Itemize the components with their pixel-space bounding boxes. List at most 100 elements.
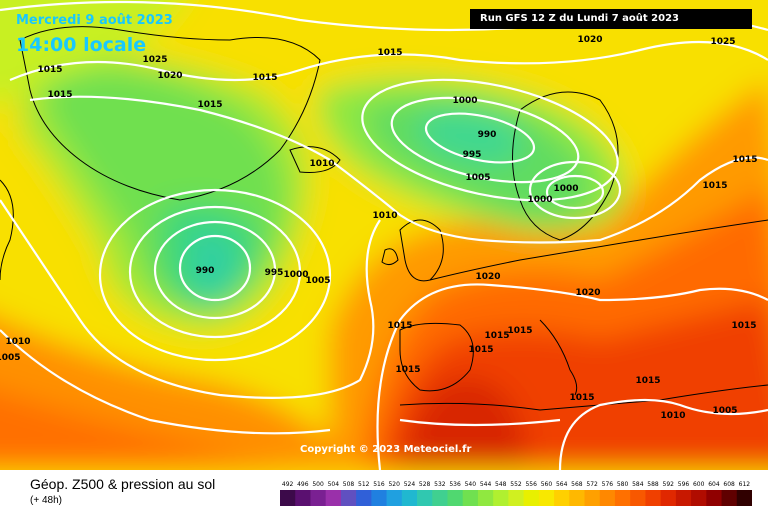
scale-swatch bbox=[432, 490, 448, 506]
scale-tick-label: 500 bbox=[312, 481, 324, 488]
isobar-label: 1015 bbox=[387, 321, 412, 331]
legend-title: Géop. Z500 & pression au sol bbox=[30, 476, 216, 492]
isobar-label: 1005 bbox=[465, 173, 490, 183]
isobar-label: 1015 bbox=[47, 90, 72, 100]
isobar-label: 1015 bbox=[197, 100, 222, 110]
isobar-label: 1020 bbox=[157, 71, 182, 81]
isobar-label: 1015 bbox=[252, 73, 277, 83]
scale-tick-label: 548 bbox=[495, 481, 507, 488]
isobar-label: 1020 bbox=[575, 288, 600, 298]
isobar-label: 1000 bbox=[452, 96, 477, 106]
isobar-label: 995 bbox=[463, 150, 482, 160]
isobar-labels: 1015 1015 1025 1020 1015 1015 1015 1020 1025 1000… bbox=[0, 35, 758, 421]
color-scale: 492 496 500 504 508 512 516 520 524 528 532 536 540 5… bbox=[280, 481, 752, 506]
legend-subtitle: (+ 48h) bbox=[30, 495, 62, 506]
scale-swatch bbox=[462, 490, 479, 506]
scale-swatch bbox=[477, 490, 494, 506]
isobar-label: 1010 bbox=[5, 337, 30, 347]
scale-swatch bbox=[523, 490, 540, 506]
scale-tick-label: 608 bbox=[723, 481, 735, 488]
scale-tick-label: 580 bbox=[617, 481, 629, 488]
scale-swatch bbox=[675, 490, 692, 506]
scale-tick-label: 492 bbox=[282, 481, 294, 488]
isobar-label: 1000 bbox=[553, 184, 578, 194]
scale-tick-label: 540 bbox=[465, 481, 477, 488]
isobar-label: 1010 bbox=[372, 211, 397, 221]
scale-swatch bbox=[706, 490, 723, 506]
scale-swatch bbox=[340, 490, 357, 506]
scale-swatch bbox=[295, 490, 311, 506]
weather-map: 1015 1015 1025 1020 1015 1015 1015 1020 1025 1000… bbox=[0, 0, 768, 470]
isobar-label: 1020 bbox=[475, 272, 500, 282]
isobar-label: 1025 bbox=[710, 37, 735, 47]
scale-tick-label: 552 bbox=[510, 481, 522, 488]
scale-swatch bbox=[660, 490, 677, 506]
geopotential-field bbox=[0, 0, 768, 470]
isobar-label: 995 bbox=[265, 268, 284, 278]
scale-tick-label: 528 bbox=[419, 481, 431, 488]
scale-tick-label: 524 bbox=[404, 481, 416, 488]
scale-tick-label: 576 bbox=[602, 481, 614, 488]
scale-tick-label: 536 bbox=[449, 481, 461, 488]
scale-tick-label: 504 bbox=[328, 481, 340, 488]
scale-swatch bbox=[401, 490, 418, 506]
scale-tick-label: 544 bbox=[480, 481, 492, 488]
forecast-time: 14:00 locale bbox=[16, 34, 147, 56]
scale-swatch bbox=[630, 490, 646, 506]
scale-swatch bbox=[569, 490, 586, 506]
isobar-label: 1025 bbox=[142, 55, 167, 65]
scale-swatch bbox=[736, 490, 752, 506]
scale-tick-label: 604 bbox=[708, 481, 720, 488]
isobar-label: 1005 bbox=[0, 353, 21, 363]
scale-tick-label: 600 bbox=[693, 481, 705, 488]
scale-tick-label: 516 bbox=[373, 481, 385, 488]
scale-swatch bbox=[584, 490, 601, 506]
isobar-label: 1015 bbox=[468, 345, 493, 355]
isobar-label: 990 bbox=[478, 130, 497, 140]
isobar-label: 1010 bbox=[309, 159, 334, 169]
scale-tick-label: 496 bbox=[297, 481, 309, 488]
isobar-label: 1015 bbox=[37, 65, 62, 75]
scale-swatch bbox=[691, 490, 707, 506]
scale-tick-label: 556 bbox=[525, 481, 537, 488]
isobar-label: 1015 bbox=[484, 331, 509, 341]
scale-swatch bbox=[447, 490, 464, 506]
scale-swatch bbox=[599, 490, 616, 506]
isobar-label: 1015 bbox=[569, 393, 594, 403]
isobar-label: 1015 bbox=[732, 155, 757, 165]
isobar-label: 1000 bbox=[527, 195, 552, 205]
isobar-label: 1015 bbox=[702, 181, 727, 191]
scale-swatch bbox=[493, 490, 509, 506]
scale-swatch bbox=[538, 490, 555, 506]
isobar-label: 1005 bbox=[712, 406, 737, 416]
isobar-label: 1000 bbox=[283, 270, 308, 280]
isobar-label: 1015 bbox=[395, 365, 420, 375]
scale-tick-label: 560 bbox=[541, 481, 553, 488]
scale-tick-label: 612 bbox=[739, 481, 751, 488]
scale-tick-label: 532 bbox=[434, 481, 446, 488]
scale-tick-label: 584 bbox=[632, 481, 644, 488]
scale-tick-label: 520 bbox=[388, 481, 400, 488]
scale-tick-label: 508 bbox=[343, 481, 355, 488]
scale-swatch bbox=[508, 490, 525, 506]
scale-swatch bbox=[310, 490, 327, 506]
scale-tick-label: 572 bbox=[586, 481, 598, 488]
scale-swatch bbox=[554, 490, 570, 506]
scale-tick-label: 568 bbox=[571, 481, 583, 488]
scale-swatch bbox=[614, 490, 631, 506]
isobar-label: 1015 bbox=[635, 376, 660, 386]
scale-tick-label: 588 bbox=[647, 481, 659, 488]
scale-swatch bbox=[356, 490, 372, 506]
scale-tick-label: 512 bbox=[358, 481, 370, 488]
scale-swatch bbox=[371, 490, 388, 506]
scale-swatch bbox=[280, 490, 296, 506]
isobar-label: 1010 bbox=[660, 411, 685, 421]
isobars bbox=[0, 0, 768, 470]
scale-tick-label: 596 bbox=[678, 481, 690, 488]
isobar-label: 1005 bbox=[305, 276, 330, 286]
scale-tick-label: 564 bbox=[556, 481, 568, 488]
scale-swatch bbox=[645, 490, 662, 506]
copyright-notice: Copyright © 2023 Meteociel.fr bbox=[300, 444, 472, 455]
isobar-label: 1020 bbox=[577, 35, 602, 45]
scale-swatch bbox=[417, 490, 433, 506]
